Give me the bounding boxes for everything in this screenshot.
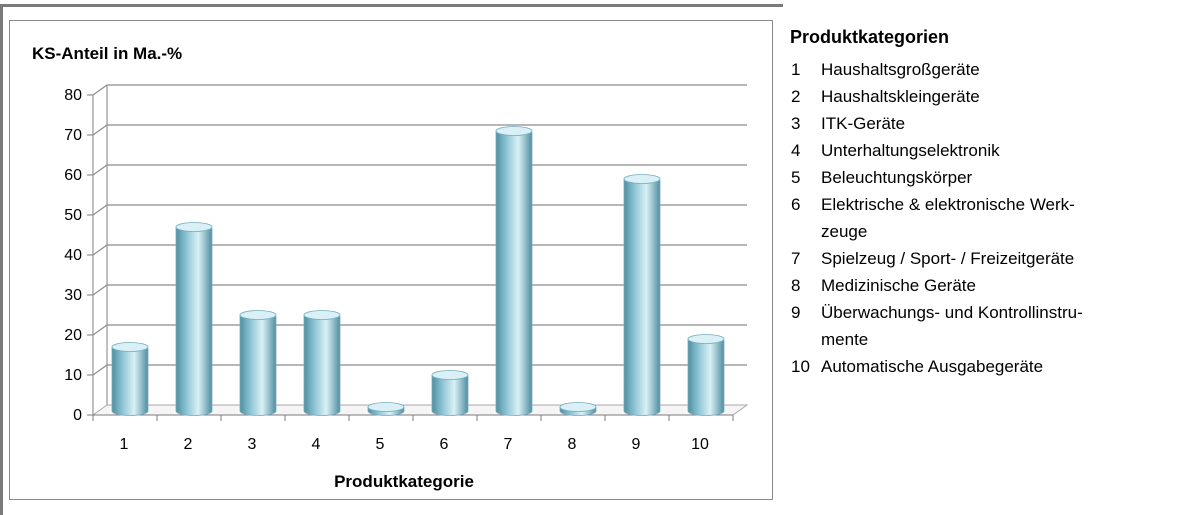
bar-5 <box>367 402 405 416</box>
bar-1 <box>111 342 149 416</box>
gridline-depth-10 <box>92 364 108 376</box>
x-tick-label-3: 3 <box>248 436 257 453</box>
bar-body-2 <box>175 226 213 416</box>
legend-number: 9 <box>791 303 801 322</box>
y-tick-label-70: 70 <box>64 127 82 144</box>
legend-number: 8 <box>791 276 801 295</box>
bar-top-7 <box>495 126 533 136</box>
legend-label: Medizinische Geräte <box>821 276 976 295</box>
gridline-depth-30 <box>92 284 108 296</box>
y-tick-label-40: 40 <box>64 247 82 264</box>
legend-item-5: 5 Beleuchtungskörper <box>790 164 1172 191</box>
legend-item-9: 9 Überwachungs- und Kontrollinstru- ment… <box>790 299 1172 353</box>
legend-title: Produktkategorien <box>790 27 950 47</box>
x-tick-label-1: 1 <box>120 436 129 453</box>
bar-7 <box>495 126 533 416</box>
x-axis-title: Produktkategorie <box>334 472 474 491</box>
bar-chart: 0 10 20 30 40 50 60 70 80 1 2 3 4 5 6 7 8 9 10 <box>64 84 749 453</box>
bar-2 <box>175 222 213 416</box>
bar-top-5 <box>367 402 405 412</box>
legend-item-2: 2 Haushaltskleingeräte <box>790 83 1172 110</box>
y-tick-label-0: 0 <box>73 407 82 424</box>
x-tick-label-10: 10 <box>691 436 709 453</box>
top-border-rule <box>0 4 783 7</box>
legend-label: Unterhaltungselektronik <box>821 141 1000 160</box>
bar-top-8 <box>559 402 597 412</box>
x-tick-label-8: 8 <box>568 436 577 453</box>
x-tick-label-9: 9 <box>632 436 641 453</box>
legend-label: ITK-Geräte <box>821 114 906 133</box>
legend-label: Haushaltsgroßgeräte <box>821 60 980 79</box>
bar-top-6 <box>431 370 469 380</box>
legend-label: Beleuchtungskörper <box>821 168 973 187</box>
bar-top-10 <box>687 334 725 344</box>
y-tick-label-60: 60 <box>64 167 82 184</box>
bar-6 <box>431 370 469 416</box>
y-tick-label-30: 30 <box>64 287 82 304</box>
legend-item-3: 3 ITK-Geräte <box>790 110 1172 137</box>
x-tick-label-6: 6 <box>440 436 449 453</box>
x-tick-label-5: 5 <box>376 436 385 453</box>
legend-label: Spielzeug / Sport- / Freizeitgeräte <box>821 249 1075 268</box>
legend-item-4: 4 Unterhaltungselektronik <box>790 137 1172 164</box>
left-border-rule <box>0 4 3 515</box>
gridline-depth-40 <box>92 244 108 256</box>
y-tick-label-20: 20 <box>64 327 82 344</box>
bar-3 <box>239 310 277 416</box>
bar-top-2 <box>175 222 213 232</box>
y-tick-label-80: 80 <box>64 87 82 104</box>
bar-9 <box>623 174 661 416</box>
y-axis-title: KS-Anteil in Ma.-% <box>32 44 183 63</box>
bar-body-6 <box>431 374 469 416</box>
y-tick-label-10: 10 <box>64 367 82 384</box>
legend-item-10: 10 Automatische Ausgabegeräte <box>790 353 1172 380</box>
bar-top-1 <box>111 342 149 352</box>
legend-item-7: 7 Spielzeug / Sport- / Freizeitgeräte <box>790 245 1172 272</box>
bar-8 <box>559 402 597 416</box>
legend-label: Haushaltskleingeräte <box>821 87 980 106</box>
legend-label: Überwachungs- und Kontrollinstru- mente <box>821 303 1083 349</box>
gridline-depth-20 <box>92 324 108 336</box>
legend-number: 10 <box>791 357 810 376</box>
gridline-depth-70 <box>92 124 108 136</box>
bar-body-4 <box>303 314 341 416</box>
legend-number: 7 <box>791 249 801 268</box>
category-legend: Produktkategorien 1 Haushaltsgroßgeräte … <box>790 24 1172 380</box>
legend-list: 1 Haushaltsgroßgeräte 2 Haushaltskleinge… <box>790 56 1172 380</box>
legend-number: 2 <box>791 87 801 106</box>
gridline-depth-60 <box>92 164 108 176</box>
legend-number: 6 <box>791 195 801 214</box>
legend-item-8: 8 Medizinische Geräte <box>790 272 1172 299</box>
bar-top-9 <box>623 174 661 184</box>
x-tick-label-4: 4 <box>312 436 321 453</box>
bar-4 <box>303 310 341 416</box>
legend-number: 4 <box>791 141 801 160</box>
legend-number: 1 <box>791 60 801 79</box>
gridline-depth-80 <box>92 84 108 96</box>
legend-number: 5 <box>791 168 801 187</box>
y-tick-label-50: 50 <box>64 207 82 224</box>
bar-10 <box>687 334 725 416</box>
chart-frame: 0 10 20 30 40 50 60 70 80 1 2 3 4 5 6 7 8 9 10 <box>9 20 773 500</box>
bar-body-9 <box>623 178 661 416</box>
bar-body-7 <box>495 130 533 416</box>
x-tick-label-7: 7 <box>504 436 513 453</box>
x-tick-label-2: 2 <box>184 436 193 453</box>
legend-label: Automatische Ausgabegeräte <box>821 357 1044 376</box>
bar-top-4 <box>303 310 341 320</box>
bar-body-3 <box>239 314 277 416</box>
legend-item-6: 6 Elektrische & elektronische Werk- zeug… <box>790 191 1172 245</box>
legend-item-1: 1 Haushaltsgroßgeräte <box>790 56 1172 83</box>
gridline-depth-50 <box>92 204 108 216</box>
bar-body-10 <box>687 338 725 416</box>
legend-number: 3 <box>791 114 801 133</box>
bar-top-3 <box>239 310 277 320</box>
legend-label: Elektrische & elektronische Werk- zeuge <box>821 195 1075 241</box>
bar-body-1 <box>111 346 149 416</box>
